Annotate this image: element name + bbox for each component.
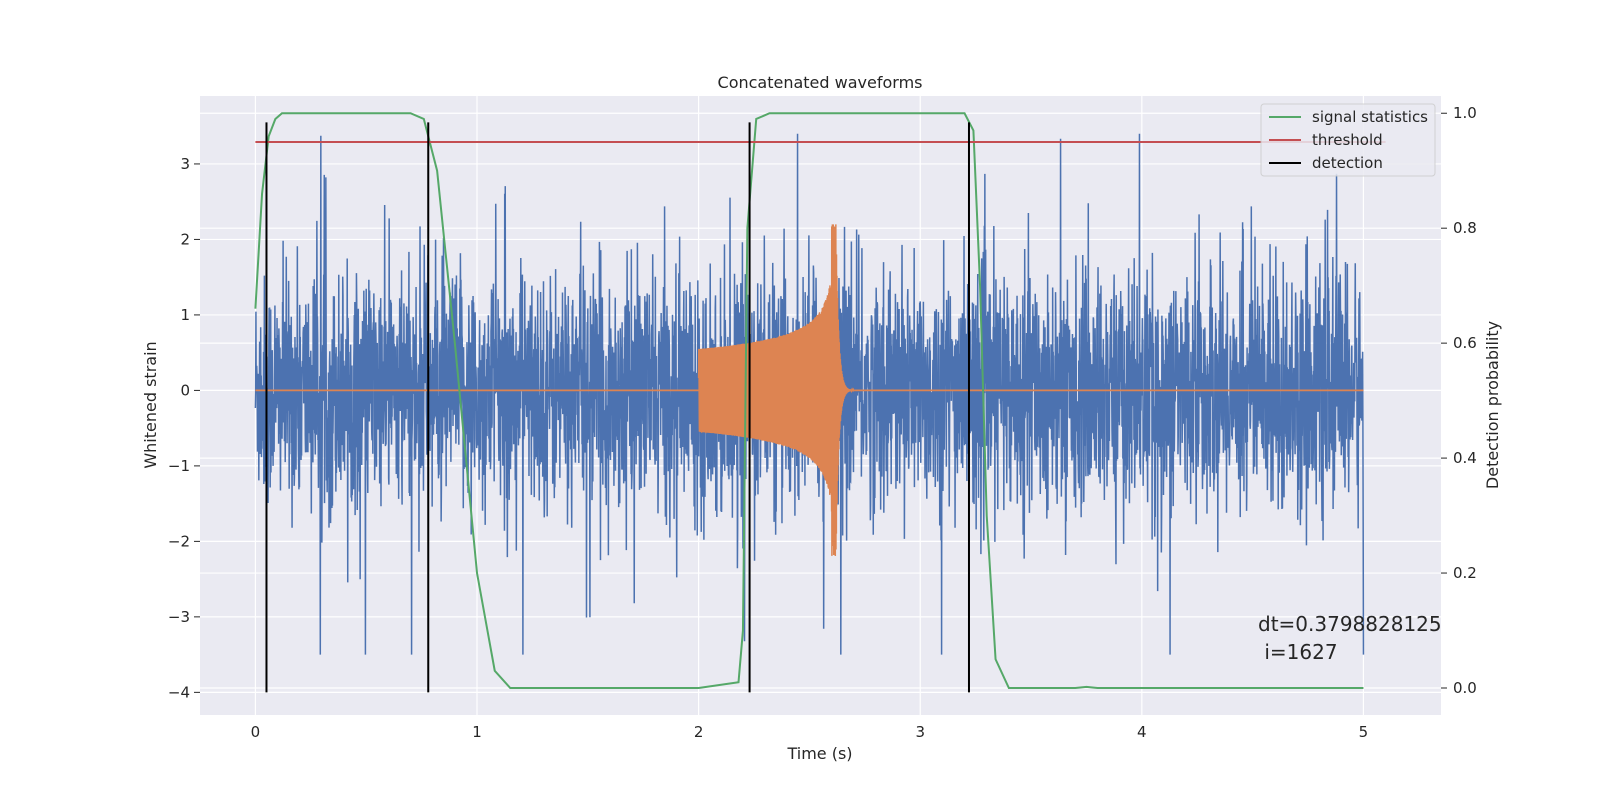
y-tick-label: 2 <box>180 230 190 248</box>
y-tick-label: −4 <box>168 683 190 701</box>
chart-title: Concatenated waveforms <box>718 73 923 92</box>
y2-tick-label: 0.0 <box>1453 679 1477 697</box>
x-tick-label: 3 <box>915 723 925 741</box>
annotation: dt=0.3798828125 i=1627 <box>1258 612 1442 664</box>
legend: signal statistics threshold detection <box>1260 103 1436 177</box>
annotation-line: dt=0.3798828125 <box>1258 612 1442 636</box>
annotation-line: i=1627 <box>1258 640 1338 664</box>
y-tick-label: −2 <box>168 532 190 550</box>
y-tick-label: 3 <box>180 155 190 173</box>
y2-tick-label: 0.2 <box>1453 564 1477 582</box>
legend-entry-label: signal statistics <box>1312 108 1428 126</box>
x-tick-label: 0 <box>251 723 261 741</box>
x-axis-label: Time (s) <box>786 744 852 763</box>
series-layer <box>254 112 1386 693</box>
y-tick-label: −3 <box>168 608 190 626</box>
legend-box <box>1260 103 1436 177</box>
y-tick-label: −1 <box>168 457 190 475</box>
strain-noise-line <box>254 133 1365 655</box>
x-tick-label: 4 <box>1137 723 1147 741</box>
legend-entry-label: detection <box>1312 154 1383 172</box>
y-axis-label: Whitened strain <box>141 341 160 468</box>
legend-entry-label: threshold <box>1312 131 1383 149</box>
y2-tick-label: 0.8 <box>1453 219 1477 237</box>
x-tick-label: 2 <box>694 723 704 741</box>
y-axis-right-label: Detection probability <box>1483 321 1502 489</box>
y2-tick-label: 0.4 <box>1453 449 1477 467</box>
y2-tick-label: 0.6 <box>1453 334 1477 352</box>
x-tick-label: 5 <box>1359 723 1369 741</box>
chirp-signal-line <box>697 224 855 557</box>
y2-tick-label: 1.0 <box>1453 104 1477 122</box>
y-tick-label: 1 <box>180 306 190 324</box>
signal-statistics-line <box>254 112 1364 689</box>
ticks: 0 1 2 3 4 5 −4 −3 −2 −1 0 1 2 3 0.0 0.2 0.4 0.6 0.8 1.0 <box>168 104 1477 741</box>
y-tick-label: 0 <box>180 381 190 399</box>
x-tick-label: 1 <box>472 723 482 741</box>
